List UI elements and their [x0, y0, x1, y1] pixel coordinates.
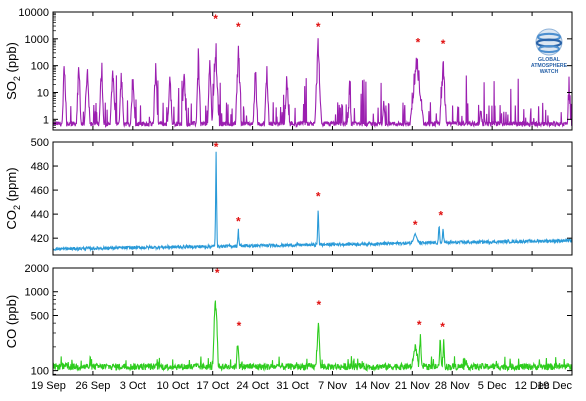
co2-ytick-label: 440 [31, 209, 49, 221]
co-event-marker: * [417, 318, 422, 332]
co-panel: 100 500 1000 2000 CO (ppb) * * * * * [4, 263, 573, 378]
co-event-marker: * [237, 319, 242, 333]
chart-panels: 1 10 100 1000 10000 SO2 (ppb) * * * * * 420 440 460 48… [4, 7, 573, 378]
co-ytick-label: 500 [31, 310, 49, 322]
so2-series-line [53, 38, 572, 129]
so2-ylabel: SO2 (ppb) [4, 42, 22, 100]
xtick-label: 19 Sep [31, 380, 66, 392]
x-axis: 19 Sep 26 Sep 3 Oct 10 Oct 17 Oct 24 Oct 31 Oc… [31, 380, 572, 392]
globe-band-lower [538, 45, 560, 53]
so2-event-marker: * [316, 20, 321, 34]
so2-event-marker: * [441, 37, 446, 51]
co2-event-marker: * [214, 140, 219, 154]
so2-ytick-label: 10000 [18, 7, 49, 19]
co-series-line [53, 300, 572, 373]
logo-line-2: ATMOSPHERE [531, 63, 568, 69]
co-event-marker: * [215, 266, 220, 280]
co-ylabel: CO (ppb) [4, 295, 19, 348]
co-ytick-label: 1000 [25, 287, 49, 299]
co-event-marker: * [440, 320, 445, 334]
co2-panel: 420 440 460 480 500 CO2 (ppm) * * * * * [4, 137, 573, 256]
co2-event-marker: * [316, 189, 321, 203]
so2-event-marker: * [416, 36, 421, 50]
so2-plot-frame [52, 11, 573, 131]
xtick-label: 19 Dec [537, 380, 572, 392]
xtick-label: 3 Oct [120, 380, 146, 392]
co2-series-line [53, 151, 572, 253]
co2-event-marker: * [236, 215, 241, 229]
xtick-label: 24 Oct [236, 380, 268, 392]
xtick-label: 28 Nov [435, 380, 470, 392]
co2-event-marker: * [438, 209, 443, 223]
xtick-label: 31 Oct [276, 380, 308, 392]
so2-event-marker: * [213, 12, 218, 26]
co2-ytick-label: 480 [31, 161, 49, 173]
xtick-label: 17 Oct [196, 380, 228, 392]
so2-ytick-label: 10 [37, 87, 49, 99]
xtick-label: 5 Dec [478, 380, 507, 392]
co-plot-frame [52, 267, 573, 376]
co-event-marker: * [316, 298, 321, 312]
so2-ytick-label: 1000 [25, 34, 49, 46]
co-ytick-label: 2000 [25, 263, 49, 275]
xtick-label: 26 Sep [75, 380, 110, 392]
xtick-label: 12 Dec [515, 380, 550, 392]
logo-line-1: GLOBAL [538, 57, 561, 63]
co2-event-marker: * [413, 218, 418, 232]
co2-ylabel: CO2 (ppm) [4, 167, 22, 229]
co2-ytick-label: 420 [31, 233, 49, 245]
co2-ytick-label: 500 [31, 137, 49, 149]
so2-event-marker: * [236, 20, 241, 34]
so2-ytick-label: 1 [43, 114, 49, 126]
logo-line-3: WATCH [540, 69, 559, 75]
co-ytick-label: 100 [31, 366, 49, 378]
so2-panel: 1 10 100 1000 10000 SO2 (ppb) * * * * * [4, 7, 573, 131]
co2-ytick-label: 460 [31, 185, 49, 197]
xtick-label: 14 Nov [355, 380, 390, 392]
gaw-logo: GLOBAL ATMOSPHERE WATCH [531, 28, 568, 75]
xtick-label: 21 Nov [395, 380, 430, 392]
so2-ytick-label: 100 [31, 61, 49, 73]
co2-plot-frame [52, 141, 573, 256]
xtick-label: 7 Nov [318, 380, 347, 392]
xtick-label: 10 Oct [157, 380, 189, 392]
